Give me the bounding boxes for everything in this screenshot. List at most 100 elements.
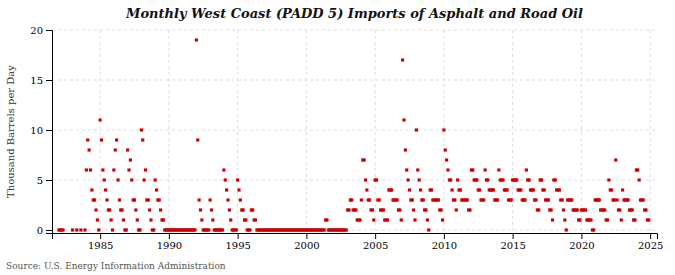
- point: [416, 168, 419, 171]
- point: [100, 138, 103, 141]
- tick-label: 2020: [569, 240, 594, 251]
- tick: 2015: [500, 233, 525, 251]
- point: [563, 218, 566, 221]
- grid-line: [168, 30, 169, 233]
- point: [607, 178, 610, 181]
- point: [456, 178, 459, 181]
- tick-mark: [100, 233, 101, 239]
- point: [424, 208, 427, 211]
- point: [468, 208, 471, 211]
- point: [570, 198, 573, 201]
- point: [621, 188, 624, 191]
- point: [138, 228, 141, 231]
- tick-label: 2000: [294, 240, 319, 251]
- point: [445, 158, 448, 161]
- point: [96, 218, 99, 221]
- grid-line: [52, 80, 657, 81]
- tick-mark: [46, 180, 52, 181]
- point: [547, 198, 550, 201]
- point: [159, 208, 162, 211]
- point: [229, 218, 232, 221]
- grid-line: [52, 30, 657, 31]
- grid-line: [237, 30, 238, 233]
- point: [550, 208, 553, 211]
- tick-mark: [375, 233, 376, 239]
- point: [638, 178, 641, 181]
- point: [390, 188, 393, 191]
- point: [112, 168, 115, 171]
- point: [140, 128, 143, 131]
- point: [129, 158, 132, 161]
- point: [365, 188, 368, 191]
- point: [618, 208, 621, 211]
- point: [642, 198, 645, 201]
- point: [404, 148, 407, 151]
- point: [419, 188, 422, 191]
- point: [589, 218, 592, 221]
- point: [382, 208, 385, 211]
- point: [540, 178, 543, 181]
- point: [497, 168, 500, 171]
- tick-label: 20: [30, 25, 43, 36]
- point: [199, 208, 202, 211]
- title: Monthly West Coast (PADD 5) Imports of A…: [125, 6, 583, 21]
- point: [210, 208, 213, 211]
- tick: 1995: [225, 233, 250, 251]
- point: [354, 208, 357, 211]
- point: [613, 198, 616, 201]
- point: [200, 218, 203, 221]
- y-axis-title: Thousand Barrels per Day: [5, 65, 16, 198]
- tick-mark: [169, 233, 170, 239]
- tick-label: 2015: [500, 240, 525, 251]
- point: [537, 208, 540, 211]
- point: [451, 188, 454, 191]
- point: [121, 208, 124, 211]
- grid-line: [512, 30, 513, 233]
- point: [86, 138, 89, 141]
- point: [405, 168, 408, 171]
- point: [543, 188, 546, 191]
- grid-line: [581, 30, 582, 233]
- point: [401, 58, 404, 61]
- point: [402, 118, 405, 121]
- point: [426, 218, 429, 221]
- tick-mark: [444, 233, 445, 239]
- point: [148, 208, 151, 211]
- point: [125, 228, 128, 231]
- point: [603, 208, 606, 211]
- point: [193, 228, 196, 231]
- x-axis: 198519901995200020052010201520202025: [53, 233, 664, 251]
- point: [79, 228, 82, 231]
- point: [358, 218, 361, 221]
- point: [242, 208, 245, 211]
- point: [398, 208, 401, 211]
- tick-label: 10: [30, 125, 43, 136]
- point: [440, 208, 443, 211]
- point: [371, 208, 374, 211]
- point: [248, 228, 251, 231]
- point: [110, 218, 113, 221]
- point: [506, 188, 509, 191]
- point: [83, 228, 86, 231]
- point: [551, 218, 554, 221]
- point: [323, 228, 326, 231]
- point: [610, 188, 613, 191]
- point: [558, 188, 561, 191]
- tick: 2000: [294, 233, 319, 251]
- axis-line: [53, 234, 658, 240]
- tick: 2020: [569, 233, 594, 251]
- chart: 1985199019952000200520102015202020250510…: [0, 0, 675, 275]
- point: [222, 168, 225, 171]
- tick-label: 5: [37, 175, 43, 186]
- point: [144, 168, 147, 171]
- tick-label: 1985: [88, 240, 113, 251]
- point: [459, 188, 462, 191]
- point: [430, 188, 433, 191]
- points: [57, 38, 650, 231]
- tick: 20: [30, 25, 52, 36]
- point: [444, 148, 447, 151]
- tick-label: 2025: [638, 240, 663, 251]
- grid-line: [306, 30, 307, 233]
- point: [61, 228, 64, 231]
- point: [133, 198, 136, 201]
